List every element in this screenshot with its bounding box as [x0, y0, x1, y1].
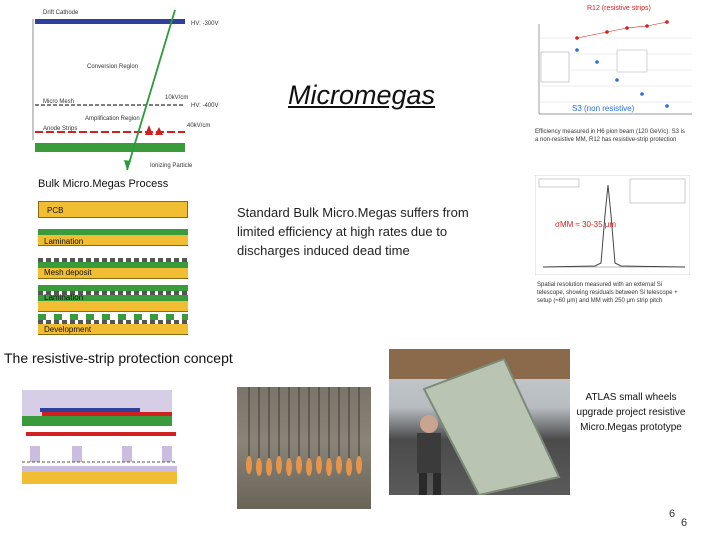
lamination-layer — [38, 285, 188, 291]
efficiency-plot-svg — [517, 12, 697, 124]
pcb-layer — [38, 268, 188, 279]
micro-mesh-label: Micro Mesh — [43, 99, 75, 105]
pcb-layer — [38, 301, 188, 312]
slide-number-echo: 6 — [681, 517, 688, 529]
lamination-step-2: Lamination — [38, 285, 188, 312]
lamination-layer — [38, 295, 188, 301]
atlas-caption: ATLAS small wheels upgrade project resis… — [576, 392, 686, 433]
lamination-step-1: Lamination — [38, 229, 188, 251]
amplification-region-label: Amplification Region — [85, 116, 140, 122]
pcb-layer — [38, 235, 188, 246]
pcb-step-label: PCB — [47, 206, 64, 215]
ionizing-particle-label: Ionizing Particle — [150, 163, 193, 169]
lamination-step-2-label: Lamination — [44, 293, 84, 302]
pillar-layer — [38, 314, 188, 320]
lamination-step-1-label: Lamination — [44, 237, 84, 246]
efficiency-caption: Efficiency measured in H6 pion beam (120… — [535, 129, 685, 143]
atlas-prototype-photo — [389, 349, 570, 497]
s3-label: S3 (non resistive) — [572, 104, 635, 113]
resistive-concept-svg — [22, 390, 177, 484]
atlas-prototype-photo-svg — [389, 349, 570, 497]
mesh-deposit-step-label: Mesh deposit — [44, 268, 92, 277]
pcb-step: PCB — [38, 201, 188, 218]
detector-diagram: Drift Cathode Conversion Region Micro Me… — [25, 5, 230, 175]
mesh-layer — [38, 320, 188, 324]
lamination-layer — [38, 262, 188, 268]
bulk-process-title: Bulk Micro.Megas Process — [38, 178, 169, 190]
r12-label: R12 (resistive strips) — [587, 5, 651, 12]
conversion-region-label: Conversion Region — [87, 64, 139, 70]
development-step: Development — [38, 314, 188, 338]
resistive-concept-diagram — [22, 372, 232, 512]
anode-strips-label: Anode Strips — [43, 126, 78, 132]
resolution-plot-svg — [534, 174, 691, 276]
mesh-layer — [38, 258, 188, 262]
detector-diagram-svg — [32, 9, 185, 171]
drift-cathode-label: Drift Cathode — [43, 10, 79, 16]
pcb-layer — [38, 324, 188, 335]
resolution-label: σMM ≈ 30-35 μm — [555, 220, 617, 229]
drift-field-label: 10kV/cm — [165, 95, 189, 101]
slide-title: Micromegas — [288, 80, 436, 110]
mesh-deposit-step: Mesh deposit — [38, 258, 188, 282]
resolution-caption: Spatial resolution measured with an exte… — [537, 282, 678, 304]
hv-mesh-label: HV: -400V — [191, 103, 219, 109]
development-step-label: Development — [44, 325, 92, 334]
lamination-layer — [38, 229, 188, 235]
resolution-plot: σMM ≈ 30-35 μm Spatial resolution measur… — [534, 174, 691, 325]
resistive-strips-photo-svg — [246, 387, 362, 476]
resistive-strips-photo — [237, 387, 371, 509]
efficiency-plot: R12 (resistive strips) S3 (non resistive… — [517, 2, 697, 162]
resistive-concept-title: The resistive-strip protection concept — [4, 350, 233, 366]
body-text: Standard Bulk Micro.Megas suffers from l… — [237, 205, 469, 258]
slide-number: 6 — [669, 508, 676, 520]
mesh-layer — [38, 291, 188, 295]
amplification-field-label: 40kV/cm — [187, 123, 211, 129]
hv-drift-label: HV: -300V — [191, 21, 219, 27]
